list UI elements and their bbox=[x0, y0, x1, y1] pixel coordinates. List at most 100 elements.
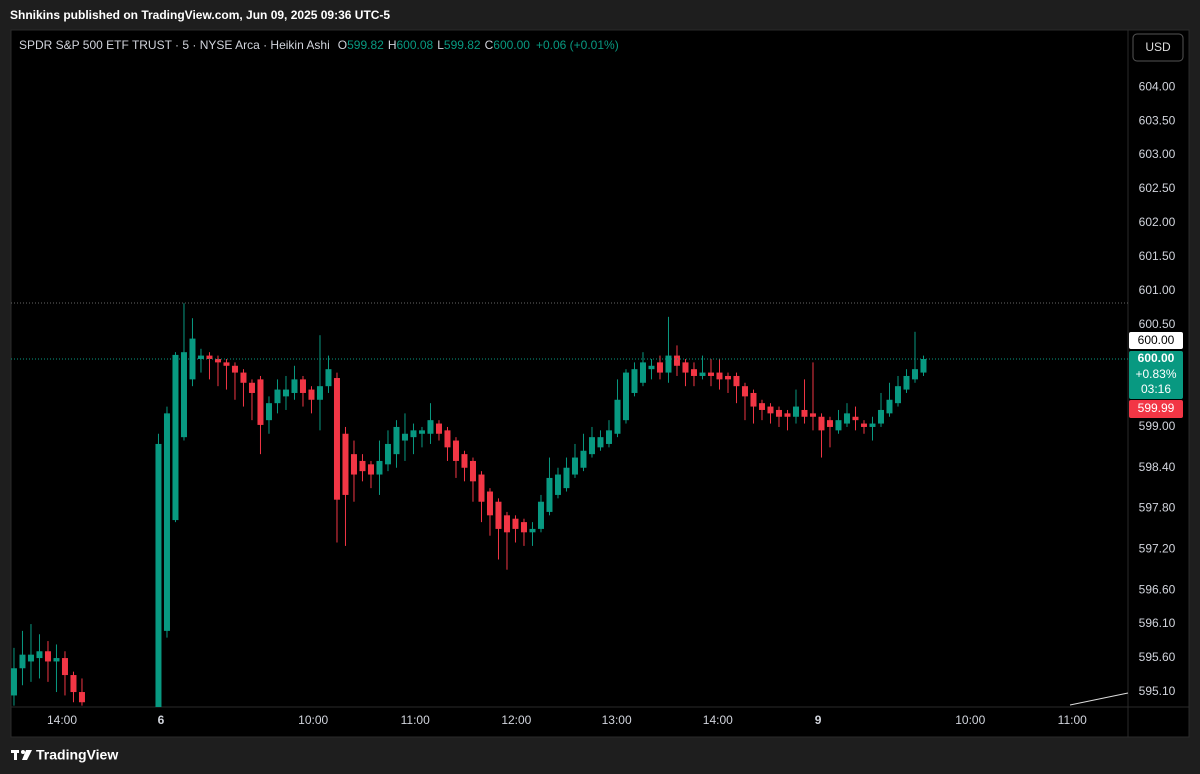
candle-body bbox=[444, 430, 451, 448]
currency-label: USD bbox=[1145, 40, 1171, 54]
y-tick-label: 595.10 bbox=[1139, 684, 1176, 698]
candle-body bbox=[877, 409, 884, 424]
x-tick-label: 14:00 bbox=[703, 713, 733, 727]
candle-body bbox=[308, 389, 315, 400]
ohlc-value: 599.82 bbox=[347, 38, 384, 52]
y-tick-label: 601.00 bbox=[1139, 283, 1176, 297]
legend-text: SPDR S&P 500 ETF TRUST · 5 · NYSE Arca ·… bbox=[19, 38, 619, 52]
candle-body bbox=[495, 501, 502, 529]
candle-body bbox=[342, 433, 349, 495]
candle-body bbox=[894, 386, 901, 404]
candle-body bbox=[478, 474, 485, 502]
published-line: Shnikins published on TradingView.com, J… bbox=[10, 8, 390, 22]
candle-body bbox=[852, 416, 859, 421]
currency-button[interactable] bbox=[1132, 33, 1184, 62]
ohlc-key: C bbox=[485, 38, 494, 52]
candle-body bbox=[911, 369, 918, 380]
y-tick-label: 597.80 bbox=[1139, 501, 1176, 515]
candle-body bbox=[622, 372, 629, 421]
candle-body bbox=[656, 362, 663, 373]
candle-body bbox=[27, 654, 34, 662]
candle-body bbox=[316, 386, 323, 400]
ohlc-value: 599.82 bbox=[444, 38, 481, 52]
candle-body bbox=[733, 375, 740, 387]
candle-body bbox=[707, 372, 714, 376]
candle-body bbox=[214, 358, 221, 363]
candle-body bbox=[291, 379, 298, 393]
y-tick-label: 596.10 bbox=[1139, 616, 1176, 630]
candle-body bbox=[750, 392, 757, 407]
legend: SPDR S&P 500 ETF TRUST · 5 · NYSE Arca ·… bbox=[19, 38, 619, 52]
candle-body bbox=[869, 423, 876, 427]
price-badge-label: 600.00 bbox=[1138, 351, 1175, 365]
candle-body bbox=[325, 369, 332, 387]
candle-body bbox=[512, 518, 519, 529]
candle-body bbox=[163, 413, 170, 631]
y-tick-label: 604.00 bbox=[1139, 79, 1176, 93]
ohlc-key: L bbox=[437, 38, 444, 52]
candle-body bbox=[384, 443, 391, 465]
x-tick-label: 10:00 bbox=[955, 713, 985, 727]
candle-body bbox=[818, 416, 825, 431]
candle-body bbox=[580, 450, 587, 468]
candle-body bbox=[299, 379, 306, 393]
candle-body bbox=[758, 403, 765, 410]
candle-body bbox=[784, 413, 791, 417]
candle-body bbox=[452, 440, 459, 461]
candle-body bbox=[503, 515, 510, 533]
red-price-label: 599.99 bbox=[1138, 401, 1175, 415]
candle-body bbox=[78, 692, 85, 703]
candle-body bbox=[699, 372, 706, 376]
candle-body bbox=[197, 355, 204, 359]
candle-body bbox=[605, 430, 612, 444]
candle-body bbox=[410, 430, 417, 438]
candle-body bbox=[597, 437, 604, 448]
candle-body bbox=[563, 467, 570, 489]
candle-body bbox=[554, 474, 561, 495]
candle-body bbox=[860, 423, 867, 427]
ohlc-key: O bbox=[338, 38, 347, 52]
candle-body bbox=[418, 430, 425, 434]
x-tick-label: 12:00 bbox=[501, 713, 531, 727]
candle-body bbox=[775, 409, 782, 417]
candle-body bbox=[393, 426, 400, 455]
ohlc-value: 600.00 bbox=[493, 38, 530, 52]
candle-body bbox=[248, 382, 255, 393]
candle-body bbox=[257, 379, 264, 425]
y-tick-label: 602.00 bbox=[1139, 215, 1176, 229]
candle-body bbox=[223, 362, 230, 366]
candle-body bbox=[826, 420, 833, 427]
candle-body bbox=[155, 443, 162, 707]
y-tick-label: 598.40 bbox=[1139, 460, 1176, 474]
candle-body bbox=[648, 365, 655, 370]
candle-body bbox=[546, 477, 553, 512]
x-tick-label: 14:00 bbox=[47, 713, 77, 727]
x-tick-label: 6 bbox=[158, 713, 165, 727]
candle-body bbox=[920, 358, 927, 373]
last-price-box bbox=[1129, 331, 1183, 349]
candle-body bbox=[767, 406, 774, 414]
x-tick-label: 10:00 bbox=[298, 713, 328, 727]
ohlc-value: 600.08 bbox=[397, 38, 434, 52]
candle-body bbox=[435, 423, 442, 434]
candle-body bbox=[376, 460, 383, 475]
y-tick-label: 595.60 bbox=[1139, 650, 1176, 664]
y-tick-label: 597.20 bbox=[1139, 541, 1176, 555]
candle-body bbox=[835, 420, 842, 431]
y-tick-label: 600.50 bbox=[1139, 317, 1176, 331]
candle-body bbox=[461, 454, 468, 468]
price-badge-countdown: 03:16 bbox=[1141, 382, 1171, 396]
y-tick-label: 603.00 bbox=[1139, 147, 1176, 161]
y-tick-label: 603.50 bbox=[1139, 113, 1176, 127]
candle-body bbox=[274, 389, 281, 404]
chart-panel bbox=[10, 29, 1190, 738]
brand-name: TradingView bbox=[36, 747, 118, 763]
candle-body bbox=[172, 354, 179, 521]
candle-body bbox=[614, 399, 621, 434]
price-badge-box bbox=[1129, 350, 1183, 399]
candle-body bbox=[61, 658, 68, 676]
y-tick-label: 596.60 bbox=[1139, 582, 1176, 596]
candle-body bbox=[588, 437, 595, 455]
